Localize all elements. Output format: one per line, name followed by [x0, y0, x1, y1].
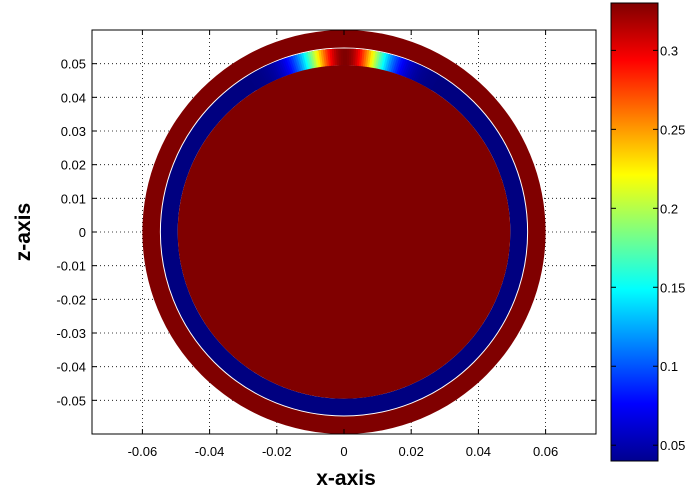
colorbar-tick-label: 0.15 — [660, 280, 685, 295]
y-tick-label: -0.04 — [56, 360, 86, 375]
data-regions — [142, 30, 546, 434]
y-axis-title: z-axis — [12, 203, 35, 261]
x-tick-label: 0.02 — [399, 444, 424, 459]
y-tick-label: 0.01 — [61, 191, 86, 206]
x-tick-label: 0.06 — [533, 444, 558, 459]
x-tick-label: 0.04 — [466, 444, 491, 459]
y-tick-label: -0.05 — [56, 393, 86, 408]
y-tick-label: 0.02 — [61, 158, 86, 173]
y-tick-label: 0.05 — [61, 57, 86, 72]
disk-region — [177, 65, 511, 399]
hotspot-segment — [248, 73, 261, 90]
y-tick-label: -0.01 — [56, 259, 86, 274]
x-tick-label: -0.02 — [262, 444, 292, 459]
colorbar-tick-label: 0.2 — [660, 201, 678, 216]
x-axis-title: x-axis — [316, 467, 376, 490]
plot-area — [91, 29, 597, 435]
colorbar-ticks: 0.05 0.1 0.15 0.2 0.25 0.3 — [611, 43, 685, 453]
colorbar-tick-label: 0.3 — [660, 43, 678, 58]
colorbar-tick-label: 0.1 — [660, 359, 678, 374]
y-tick-label: 0 — [79, 225, 86, 240]
colorbar-gradient — [610, 2, 659, 462]
colorbar-tick-label: 0.05 — [660, 438, 685, 453]
y-tick-labels: 0.05 0.04 0.03 0.02 0.01 0 -0.01 -0.02 -0.03 -0.0… — [56, 57, 86, 409]
colorbar: 0.05 0.1 0.15 0.2 0.25 0.3 — [610, 2, 685, 462]
y-tick-label: 0.03 — [61, 124, 86, 139]
colorbar-tick-label: 0.25 — [660, 122, 685, 137]
y-tick-label: -0.02 — [56, 292, 86, 307]
x-tick-labels: -0.06 -0.04 -0.02 0 0.02 0.04 0.06 — [128, 444, 559, 459]
x-tick-label: -0.04 — [195, 444, 225, 459]
y-tick-label: 0.04 — [61, 90, 86, 105]
x-tick-label: 0 — [340, 444, 347, 459]
x-tick-label: -0.06 — [128, 444, 158, 459]
tick-marks — [92, 30, 596, 434]
y-tick-label: -0.03 — [56, 326, 86, 341]
